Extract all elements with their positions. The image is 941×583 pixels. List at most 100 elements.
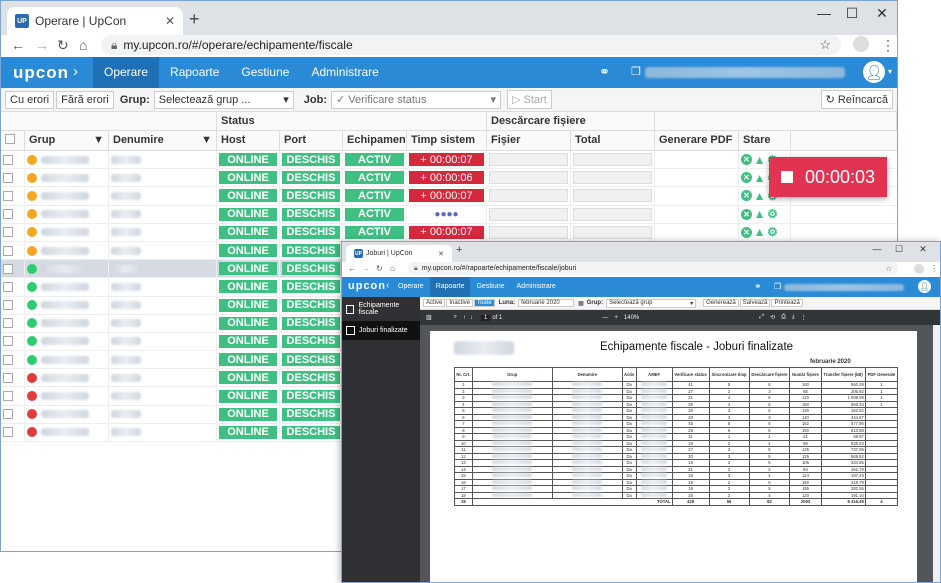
col-grup[interactable]: Grup ▼ bbox=[25, 131, 109, 150]
fara-erori-button[interactable]: Fără erori bbox=[56, 90, 114, 109]
maximize-icon[interactable]: ☐ bbox=[845, 5, 859, 21]
col-timp[interactable]: Timp sistem bbox=[407, 131, 487, 150]
zoom-out-icon[interactable]: — bbox=[602, 314, 609, 321]
close-circle-icon[interactable]: ✕ bbox=[741, 172, 752, 184]
zoom-level[interactable]: 140% bbox=[623, 314, 640, 321]
new-tab-icon[interactable]: + bbox=[456, 244, 463, 256]
prev-page-icon[interactable]: ↑ bbox=[463, 314, 467, 321]
row-checkbox[interactable] bbox=[3, 263, 13, 274]
menu-rapoarte[interactable]: Rapoarte bbox=[170, 65, 220, 79]
row-checkbox[interactable] bbox=[3, 154, 13, 165]
chevron-right-icon[interactable]: › bbox=[73, 63, 78, 80]
row-checkbox[interactable] bbox=[3, 281, 13, 292]
col-denumire[interactable]: Denumire ▼ bbox=[109, 131, 217, 150]
bookmark-star-icon[interactable]: ☆ bbox=[885, 265, 892, 273]
warning-icon[interactable]: ▲ bbox=[753, 207, 766, 222]
sidebar-item-echipamente[interactable]: Echipamente fiscale bbox=[342, 297, 420, 321]
link-icon[interactable]: ⚭ bbox=[599, 64, 610, 79]
browser-tab[interactable]: UP Operare | UpCon ✕ bbox=[7, 7, 183, 35]
reload-icon[interactable]: ↻ bbox=[376, 264, 383, 273]
row-checkbox[interactable] bbox=[3, 245, 13, 256]
user-avatar-icon[interactable]: 👤︎ bbox=[863, 61, 885, 83]
menu-administrare[interactable]: Administrare bbox=[516, 283, 556, 290]
job-timer[interactable]: 00:00:03 bbox=[769, 157, 887, 197]
reincarca-button[interactable]: ↻ Reîncarcă bbox=[820, 90, 893, 109]
close-tab-icon[interactable]: ✕ bbox=[438, 250, 444, 258]
sidebar-item-joburi[interactable]: Joburi finalizate bbox=[342, 321, 420, 340]
maximize-icon[interactable]: ☐ bbox=[894, 244, 904, 254]
zoom-in-icon[interactable]: + bbox=[614, 314, 618, 321]
minimize-icon[interactable]: — bbox=[872, 244, 882, 254]
row-checkbox[interactable] bbox=[3, 336, 13, 347]
pdf-scrollbar[interactable] bbox=[933, 325, 940, 582]
close-circle-icon[interactable]: ✕ bbox=[741, 190, 752, 202]
print-icon[interactable]: ⎙ bbox=[781, 314, 786, 320]
menu-operare[interactable]: Operare bbox=[93, 57, 160, 88]
close-circle-icon[interactable]: ✕ bbox=[741, 154, 752, 166]
genereaza-button[interactable]: Generează bbox=[703, 299, 739, 307]
row-checkbox[interactable] bbox=[3, 209, 13, 220]
close-circle-icon[interactable]: ✕ bbox=[741, 208, 752, 220]
profile-icon[interactable] bbox=[914, 264, 924, 274]
close-window-icon[interactable]: ✕ bbox=[919, 244, 927, 254]
row-checkbox[interactable] bbox=[3, 227, 13, 238]
col-pdf[interactable]: Generare PDF bbox=[655, 131, 739, 150]
warning-icon[interactable]: ▲ bbox=[753, 188, 766, 203]
chevron-left-icon[interactable]: ‹ bbox=[386, 280, 390, 291]
cu-erori-button[interactable]: Cu erori bbox=[5, 90, 55, 109]
search-icon[interactable]: ⌕ bbox=[453, 314, 458, 320]
filter-active-button[interactable]: Active bbox=[423, 299, 446, 307]
grup-select[interactable]: Selectează grup ▾ bbox=[606, 298, 697, 308]
close-circle-icon[interactable]: ✕ bbox=[741, 226, 752, 238]
salveaza-button[interactable]: Salvează bbox=[739, 299, 771, 307]
next-page-icon[interactable]: ↓ bbox=[470, 314, 474, 321]
row-checkbox[interactable] bbox=[3, 300, 13, 311]
col-fisier[interactable]: Fișier bbox=[487, 131, 571, 150]
row-checkbox[interactable] bbox=[3, 318, 13, 329]
stop-icon[interactable] bbox=[780, 171, 793, 183]
link-icon[interactable]: ⚭ bbox=[754, 281, 762, 291]
page-number-input[interactable]: 1 bbox=[481, 314, 491, 321]
close-window-icon[interactable]: ✕ bbox=[876, 5, 888, 21]
col-echipament[interactable]: Echipament bbox=[343, 131, 407, 150]
luna-input[interactable]: februarie 2020 bbox=[518, 299, 575, 307]
browser-tab[interactable]: UP Joburi | UpCon ✕ bbox=[346, 245, 452, 262]
filter-icon[interactable]: ▼ bbox=[201, 134, 212, 146]
user-avatar-icon[interactable]: 👤︎ bbox=[918, 280, 931, 293]
reload-icon[interactable]: ↻ bbox=[57, 37, 69, 53]
profile-icon[interactable] bbox=[853, 36, 869, 52]
col-port[interactable]: Port bbox=[280, 131, 343, 150]
row-checkbox[interactable] bbox=[3, 409, 13, 420]
menu-gestiune[interactable]: Gestiune bbox=[476, 283, 505, 290]
bookmark-star-icon[interactable]: ☆ bbox=[819, 37, 831, 52]
row-checkbox[interactable] bbox=[3, 427, 13, 438]
upcon-logo[interactable]: upcon bbox=[348, 280, 386, 292]
printeaza-button[interactable]: Printează bbox=[771, 299, 803, 307]
back-icon[interactable]: ← bbox=[348, 264, 356, 273]
sidebar-toggle-icon[interactable]: ▥ bbox=[426, 315, 432, 321]
grup-select[interactable]: Selectează grup ... ▾ bbox=[153, 90, 294, 109]
job-select[interactable]: ✓ Verificare status ▾ bbox=[331, 90, 501, 109]
url-field[interactable]: 🔒︎ my.upcon.ro/#/rapoarte/echipamente/fi… bbox=[408, 262, 898, 275]
menu-administrare[interactable]: Administrare bbox=[311, 65, 379, 79]
fit-page-icon[interactable]: ⤢ bbox=[759, 314, 765, 320]
home-icon[interactable]: ⌂ bbox=[390, 264, 395, 273]
filter-toate-button[interactable]: Toate bbox=[474, 299, 495, 307]
calendar-icon[interactable]: ▦ bbox=[578, 300, 584, 307]
copy-icon[interactable]: ❐ bbox=[774, 282, 782, 291]
warning-icon[interactable]: ▲ bbox=[753, 152, 766, 167]
filter-icon[interactable]: ▼ bbox=[93, 134, 104, 146]
col-stare[interactable]: Stare bbox=[739, 131, 791, 150]
download-icon[interactable]: ⤓ bbox=[791, 314, 795, 320]
forward-icon[interactable]: → bbox=[362, 264, 370, 273]
close-tab-icon[interactable]: ✕ bbox=[164, 14, 175, 28]
menu-kebab-icon[interactable]: ⋮ bbox=[930, 264, 938, 273]
row-checkbox[interactable] bbox=[3, 190, 13, 201]
col-total[interactable]: Total bbox=[571, 131, 655, 150]
warning-icon[interactable]: ▲ bbox=[753, 225, 766, 240]
menu-rapoarte[interactable]: Rapoarte bbox=[429, 277, 471, 297]
